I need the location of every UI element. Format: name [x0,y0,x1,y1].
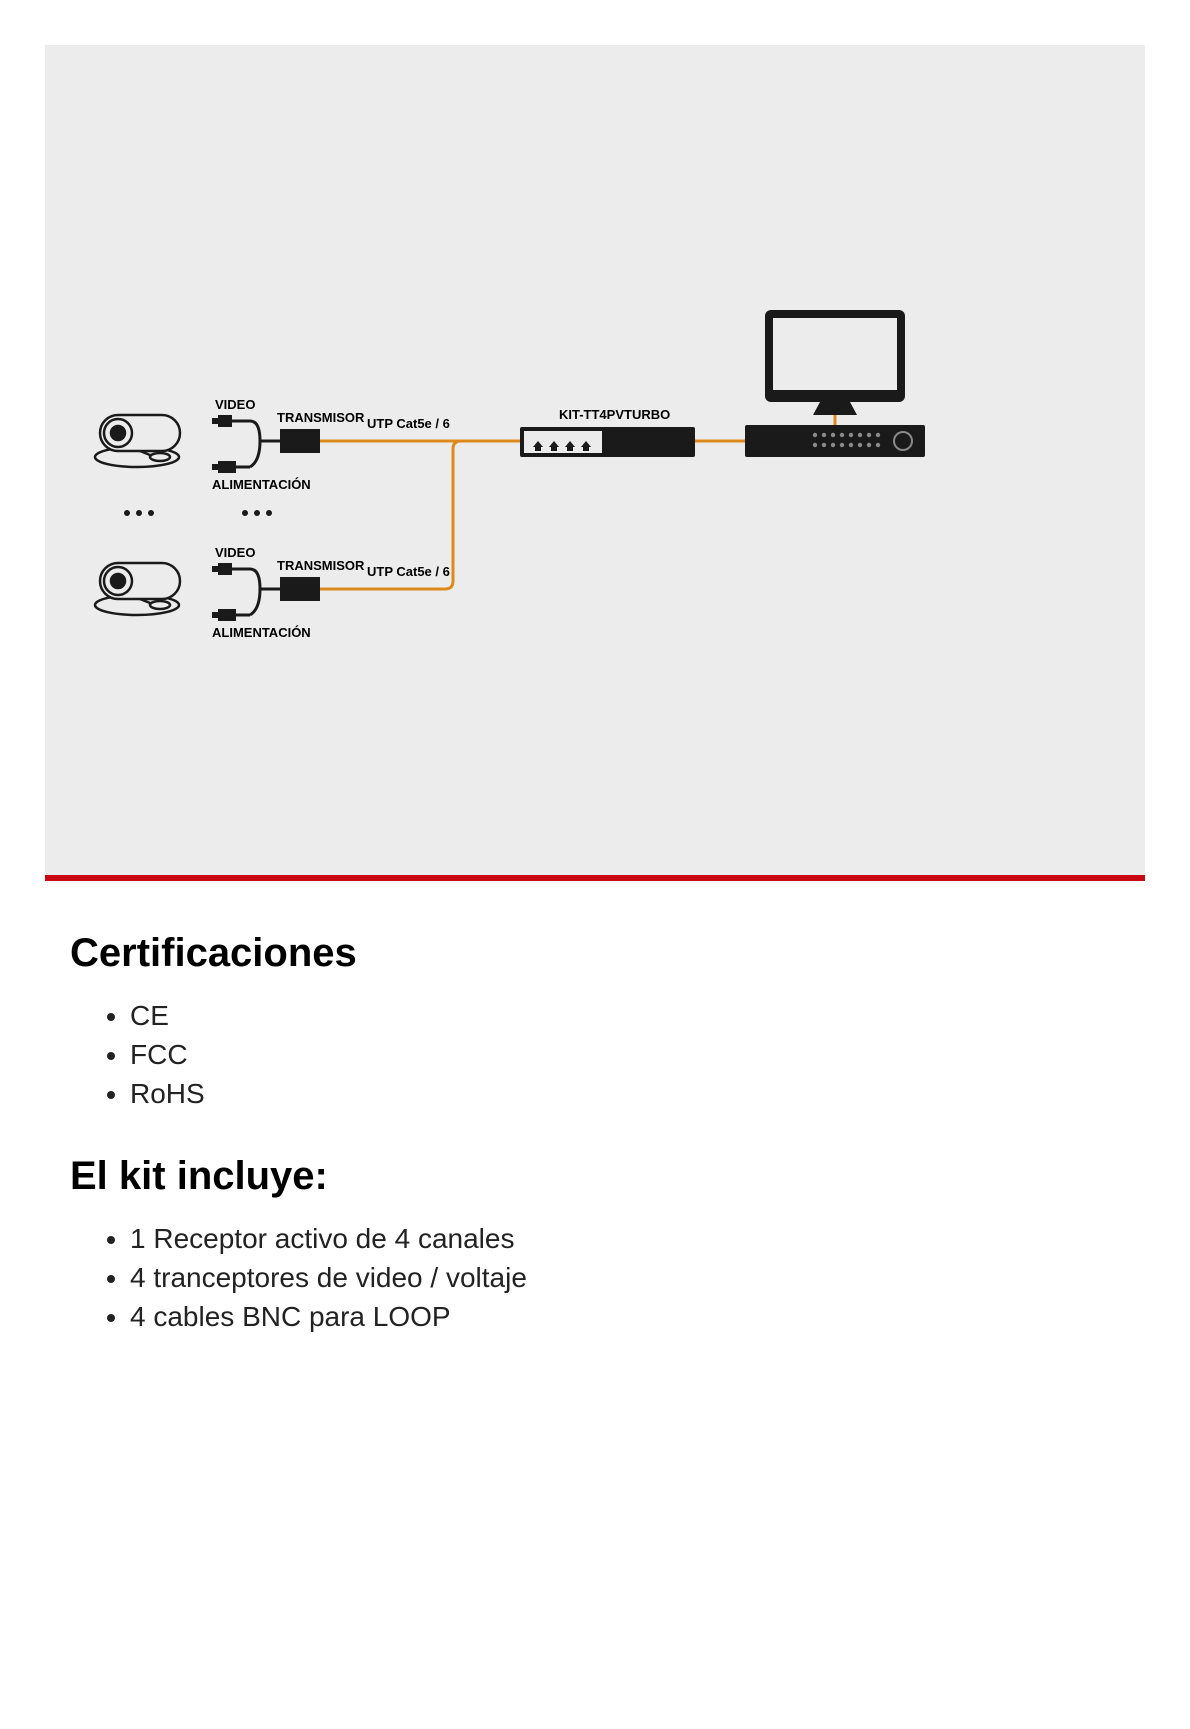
label-alimentacion: ALIMENTACIÓN [212,477,311,492]
ellipsis-icon [124,510,154,516]
receiver-device-icon [520,427,695,457]
list-item: CE [130,996,1120,1035]
label-video: VIDEO [215,397,255,412]
list-item: 4 tranceptores de video / voltaje [130,1258,1120,1297]
label-alimentacion: ALIMENTACIÓN [212,625,311,640]
label-video: VIDEO [215,545,255,560]
camera-icon [95,563,180,615]
label-transmisor: TRANSMISOR [277,410,364,425]
diagram-svg [45,45,1145,875]
monitor-icon [765,310,905,415]
certifications-list: CE FCC RoHS [70,996,1120,1114]
camera-icon [95,415,180,467]
dvr-device-icon [745,425,925,457]
list-item: 1 Receptor activo de 4 canales [130,1219,1120,1258]
list-item: FCC [130,1035,1120,1074]
kit-includes-heading: El kit incluye: [70,1154,1120,1199]
label-utp: UTP Cat5e / 6 [367,564,450,579]
certifications-heading: Certificaciones [70,931,1120,976]
label-transmisor: TRANSMISOR [277,558,364,573]
connection-diagram: VIDEO ALIMENTACIÓN TRANSMISOR UTP Cat5e … [45,45,1145,875]
kit-includes-list: 1 Receptor activo de 4 canales 4 trancep… [70,1219,1120,1337]
label-utp: UTP Cat5e / 6 [367,416,450,431]
label-kit: KIT-TT4PVTURBO [559,407,670,422]
ellipsis-icon [242,510,272,516]
list-item: RoHS [130,1074,1120,1113]
text-content: Certificaciones CE FCC RoHS El kit inclu… [0,881,1190,1416]
list-item: 4 cables BNC para LOOP [130,1297,1120,1336]
